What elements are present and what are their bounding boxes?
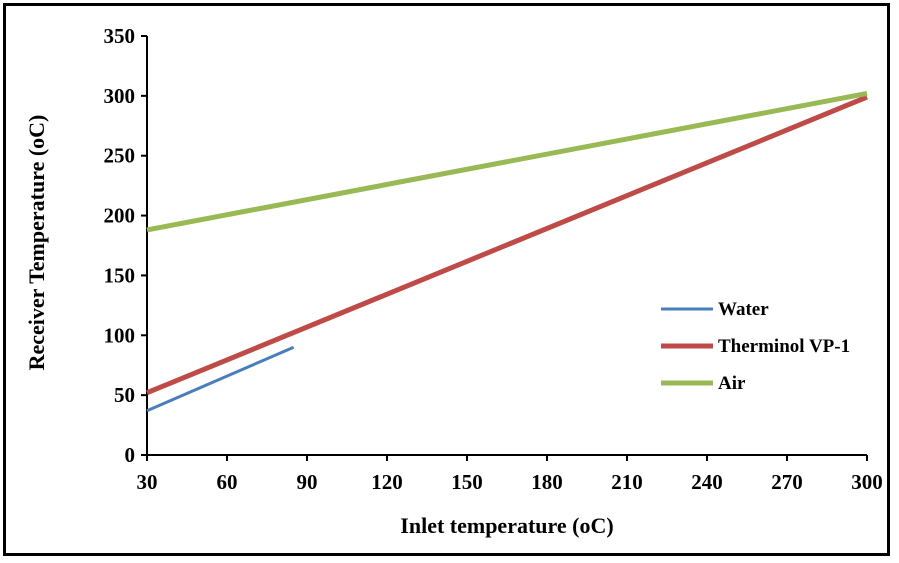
y-tick-label: 350 bbox=[104, 24, 136, 48]
x-tick-label: 300 bbox=[851, 470, 883, 494]
legend-label: Air bbox=[718, 373, 746, 394]
series-lines bbox=[146, 91, 868, 413]
x-tick-label: 60 bbox=[217, 470, 238, 494]
series-line-air bbox=[146, 91, 868, 233]
y-tick-label: 100 bbox=[104, 323, 136, 347]
x-axis-title: Inlet temperature (oC) bbox=[400, 513, 613, 538]
series-line-therminol-vp-1 bbox=[146, 94, 868, 396]
x-tick-label: 180 bbox=[531, 470, 563, 494]
x-tick-label: 240 bbox=[691, 470, 723, 494]
x-tick-label: 120 bbox=[371, 470, 403, 494]
x-tick-label: 270 bbox=[771, 470, 803, 494]
chart-frame bbox=[3, 3, 890, 556]
y-tick-label: 200 bbox=[104, 204, 136, 228]
x-tick-label: 90 bbox=[297, 470, 318, 494]
tick-labels: 0 50 100 150 200 250 300 350 30 60 90 120 150 180 210 2… bbox=[104, 24, 883, 494]
y-tick-label: 250 bbox=[104, 144, 136, 168]
y-tick-label: 0 bbox=[125, 443, 136, 467]
x-tick-label: 30 bbox=[137, 470, 158, 494]
legend: Water Therminol VP-1 Air bbox=[661, 299, 850, 394]
series-line-water bbox=[146, 345, 295, 413]
x-tick-label: 150 bbox=[451, 470, 483, 494]
y-axis-title: Receiver Temperature (oC) bbox=[24, 115, 49, 371]
y-tick-label: 50 bbox=[114, 383, 135, 407]
legend-label: Therminol VP-1 bbox=[718, 336, 850, 357]
y-tick-label: 300 bbox=[104, 84, 136, 108]
y-tick-label: 150 bbox=[104, 263, 136, 287]
x-tick-label: 210 bbox=[611, 470, 643, 494]
axes bbox=[141, 35, 868, 461]
legend-label: Water bbox=[718, 299, 769, 320]
